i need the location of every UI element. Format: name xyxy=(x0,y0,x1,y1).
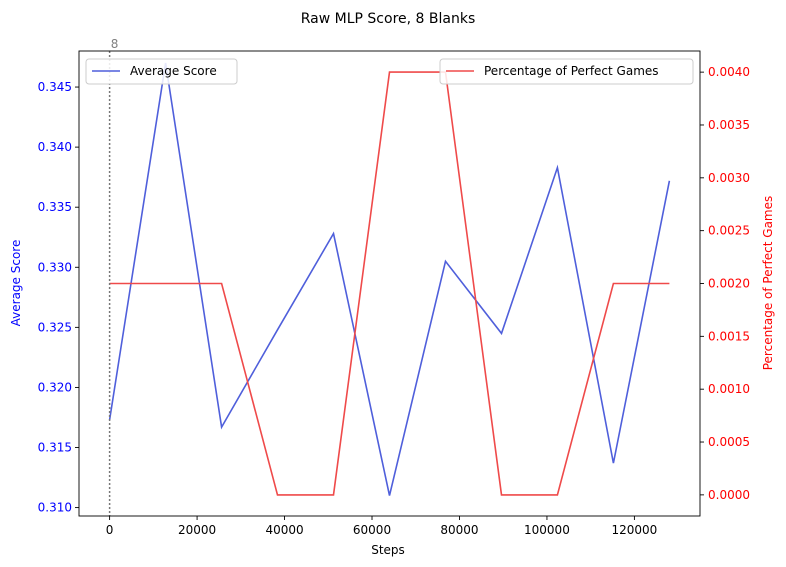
chart-title: Raw MLP Score, 8 Blanks xyxy=(301,11,476,27)
x-tick-label: 120000 xyxy=(611,523,657,537)
right-y-tick-label: 0.0040 xyxy=(708,65,750,79)
legend-label: Average Score xyxy=(130,64,217,78)
left-y-tick-label: 0.325 xyxy=(38,320,72,334)
left-y-tick-label: 0.315 xyxy=(38,441,72,455)
series-line-1 xyxy=(108,62,671,496)
legend-label: Percentage of Perfect Games xyxy=(484,64,659,78)
right-y-tick-label: 0.0030 xyxy=(708,171,750,185)
legend-box xyxy=(85,58,238,85)
right-y-tick-label: 0.0025 xyxy=(708,224,750,238)
series-line-2 xyxy=(109,71,670,496)
left-y-tick-label: 0.320 xyxy=(38,380,72,394)
x-tick-label: 80000 xyxy=(440,523,478,537)
x-tick-label: 100000 xyxy=(524,523,570,537)
annotation-label: 8 xyxy=(111,37,119,51)
right-y-tick-label: 0.0005 xyxy=(708,435,750,449)
right-y-tick-label: 0.0015 xyxy=(708,329,750,343)
legend-percentage-perfect-games: Percentage of Perfect Games xyxy=(439,58,694,85)
x-tick-label: 20000 xyxy=(178,523,216,537)
x-tick-label: 0 xyxy=(106,523,114,537)
left-y-tick-label: 0.340 xyxy=(38,140,72,154)
x-tick-label: 60000 xyxy=(353,523,391,537)
right-y-tick-label: 0.0000 xyxy=(708,488,750,502)
x-tick-label: 40000 xyxy=(265,523,303,537)
right-y-tick-label: 0.0020 xyxy=(708,277,750,291)
left-y-axis-label: Average Score xyxy=(9,240,23,327)
right-y-tick-label: 0.0010 xyxy=(708,382,750,396)
x-axis-label: Steps xyxy=(371,543,405,557)
left-y-tick-label: 0.310 xyxy=(38,501,72,515)
left-y-tick-label: 0.345 xyxy=(38,80,72,94)
legend-average-score: Average Score xyxy=(85,58,238,85)
left-y-tick-label: 0.335 xyxy=(38,200,72,214)
left-y-tick-label: 0.330 xyxy=(38,260,72,274)
right-y-tick-label: 0.0035 xyxy=(708,118,750,132)
right-y-axis-label: Percentage of Perfect Games xyxy=(761,196,775,371)
legend-box xyxy=(439,58,694,85)
